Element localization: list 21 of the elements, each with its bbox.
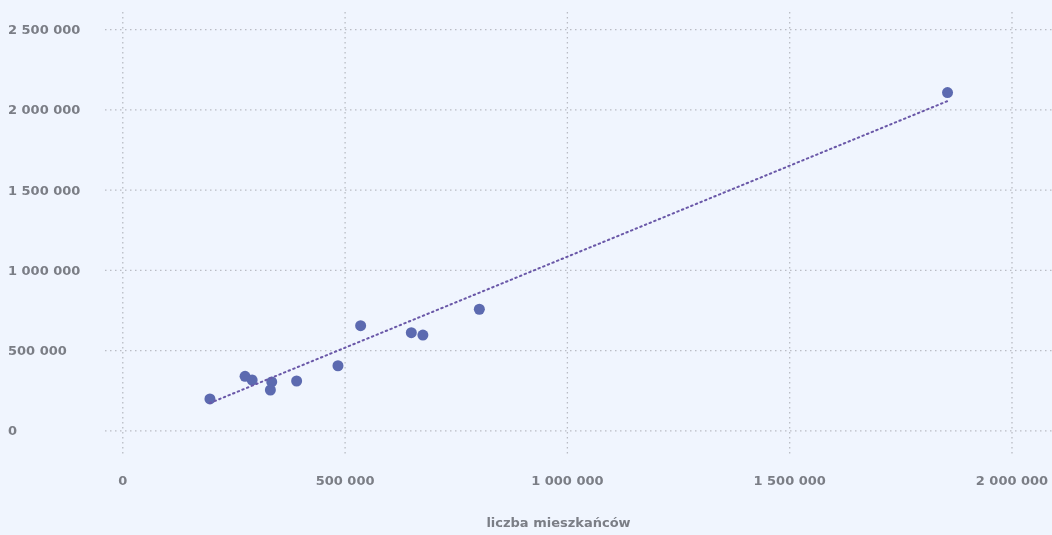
point <box>355 320 367 332</box>
y-tick-label: 1 500 000 <box>8 182 81 198</box>
x-tick-label: 500 000 <box>315 473 375 488</box>
point <box>417 329 429 341</box>
x-tick-label: 1 000 000 <box>531 473 604 488</box>
x-tick-label: 1 500 000 <box>753 473 826 488</box>
point <box>405 327 417 339</box>
point <box>291 375 303 387</box>
y-tick-label: 1 000 000 <box>8 262 81 278</box>
point <box>264 384 276 396</box>
y-tick-label: 500 000 <box>8 343 67 359</box>
y-tick-label: 2 000 000 <box>8 102 81 118</box>
point <box>473 303 485 315</box>
point <box>332 360 344 372</box>
x-tick-label: 2 000 000 <box>975 473 1049 488</box>
x-tick-label: 0 <box>118 473 128 488</box>
point <box>246 374 258 386</box>
x-axis-title: liczba mieszkańców <box>486 515 631 530</box>
point <box>942 87 954 99</box>
y-tick-label: 0 <box>8 423 18 439</box>
y-tick-label: 2 500 000 <box>8 22 81 38</box>
